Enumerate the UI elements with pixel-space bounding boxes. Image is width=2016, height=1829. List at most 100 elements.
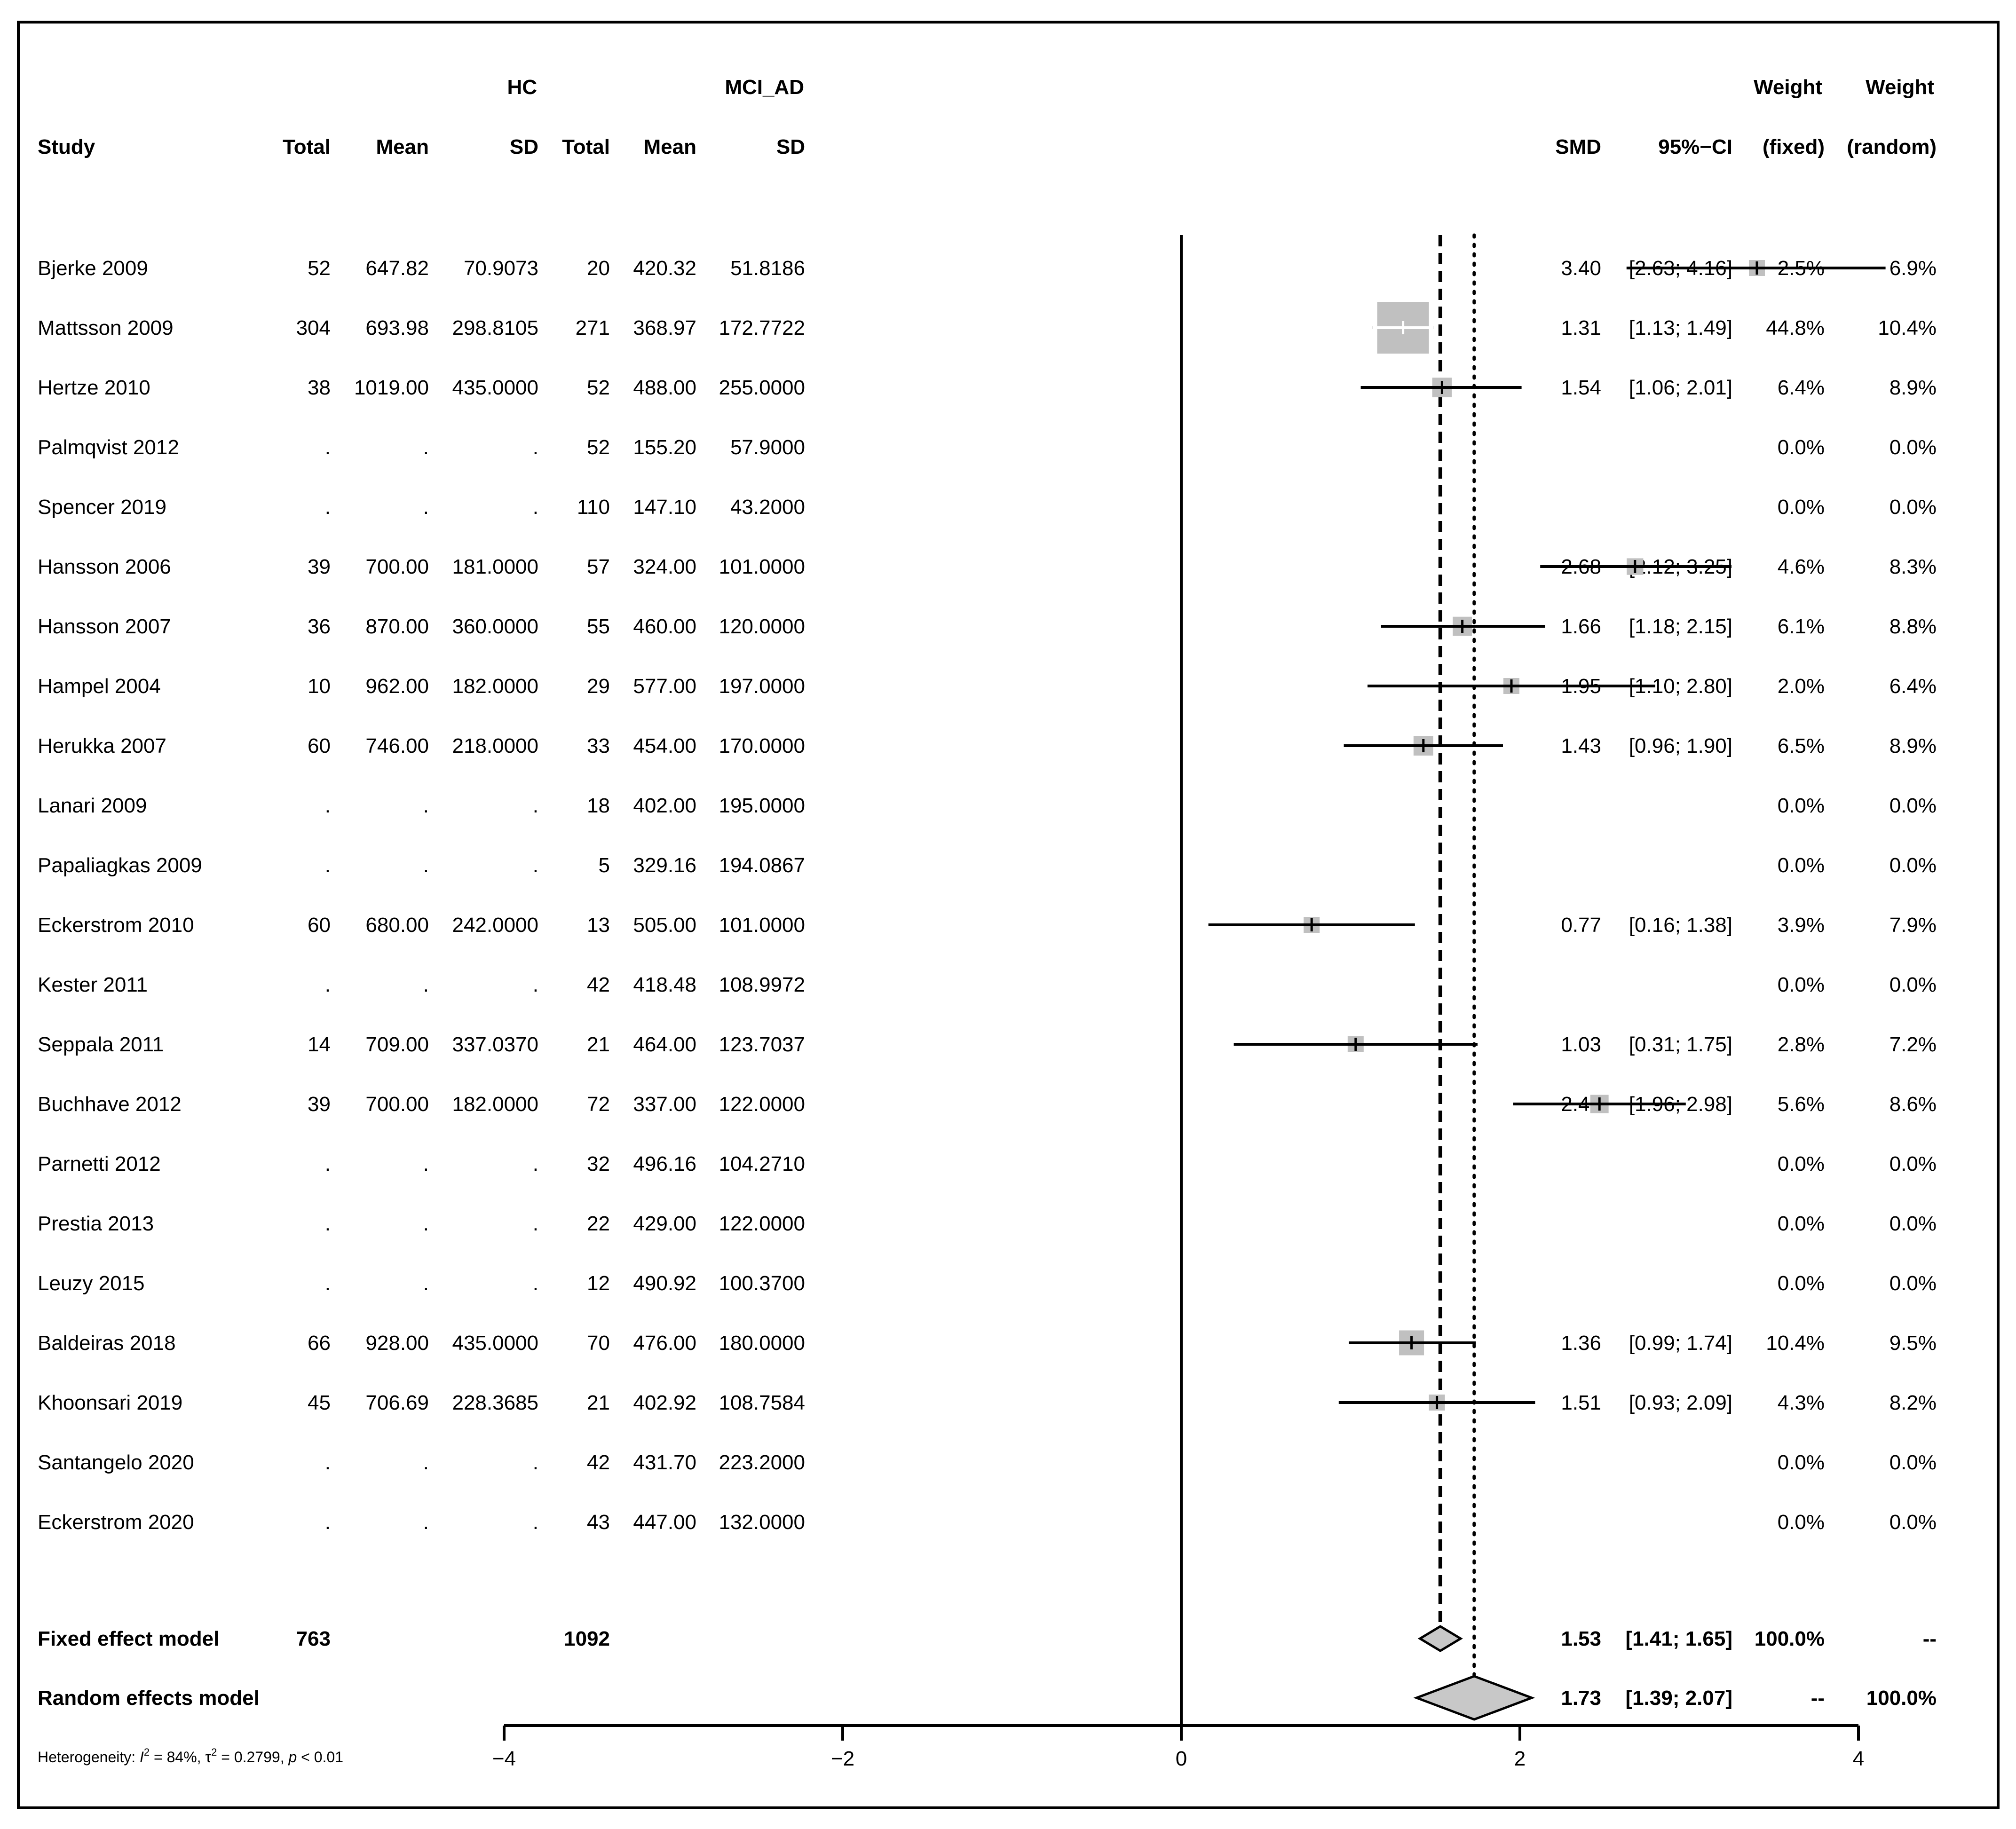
cell-sd1: . xyxy=(533,794,538,817)
cell-mean2: 418.48 xyxy=(633,973,696,996)
cell-sd1: 360.0000 xyxy=(452,615,538,638)
cell-sd2: 122.0000 xyxy=(719,1093,805,1116)
het-p-symbol: p xyxy=(288,1749,297,1766)
study-name: Spencer 2019 xyxy=(38,496,166,519)
cell-total2: 70 xyxy=(587,1332,610,1355)
cell-mean2: 368.97 xyxy=(633,316,696,339)
cell-sd2: 170.0000 xyxy=(719,734,805,757)
cell-mean2: 329.16 xyxy=(633,854,696,877)
cell-mean2: 420.32 xyxy=(633,257,696,280)
cell-wfixed: 2.8% xyxy=(1778,1033,1825,1056)
het-prefix: Heterogeneity: xyxy=(38,1749,140,1766)
cell-sd2: 194.0867 xyxy=(719,854,805,877)
study-marker xyxy=(1513,1095,1686,1113)
study-marker xyxy=(1360,378,1522,397)
summary-name: Fixed effect model xyxy=(38,1627,219,1650)
header-ci: 95%−CI xyxy=(1658,135,1732,158)
cell-smd: 1.43 xyxy=(1561,734,1601,757)
study-name: Lanari 2009 xyxy=(38,794,147,817)
cell-mean2: 454.00 xyxy=(633,734,696,757)
table-row: Buchhave 2012 39 700.00 182.0000 72 337.00 122… xyxy=(38,1093,1937,1116)
study-name: Palmqvist 2012 xyxy=(38,436,179,459)
header-mean-mci: Mean xyxy=(644,135,696,158)
cell-total2: 13 xyxy=(587,914,610,937)
cell-wrandom: 0.0% xyxy=(1890,854,1937,877)
cell-total1: . xyxy=(325,794,331,817)
study-marker xyxy=(1338,1394,1535,1411)
cell-total2: 21 xyxy=(587,1391,610,1414)
het-tau2-superscript: 2 xyxy=(211,1746,217,1758)
table-row: Khoonsari 2019 45 706.69 228.3685 21 402.92 10… xyxy=(38,1391,1937,1414)
cell-sd1: . xyxy=(533,1272,538,1295)
cell-total2: 57 xyxy=(587,555,610,578)
het-tau2-value: = 0.2799, xyxy=(217,1749,288,1766)
x-tick-label: −2 xyxy=(831,1747,854,1770)
cell-wrandom: 8.3% xyxy=(1890,555,1937,578)
cell-total1: 60 xyxy=(308,734,331,757)
study-name: Eckerstrom 2010 xyxy=(38,914,194,937)
cell-total2: 5 xyxy=(599,854,610,877)
cell-total2: 42 xyxy=(587,1451,610,1474)
table-header: HC MCI_AD Weight Weight Study Total Mean… xyxy=(38,76,1937,158)
cell-smd: 1.51 xyxy=(1561,1391,1601,1414)
cell-mean1: 700.00 xyxy=(365,1093,429,1116)
study-name: Khoonsari 2019 xyxy=(38,1391,182,1414)
cell-total2: 20 xyxy=(587,257,610,280)
cell-sd1: . xyxy=(533,1511,538,1534)
cell-total1: 304 xyxy=(296,316,331,339)
cell-smd: 1.36 xyxy=(1561,1332,1601,1355)
study-marker xyxy=(1381,616,1545,636)
table-row: Bjerke 2009 52 647.82 70.9073 20 420.32 51.818… xyxy=(38,257,1937,280)
cell-sd2: 223.2000 xyxy=(719,1451,805,1474)
cell-total1: 10 xyxy=(308,675,331,698)
cell-sd2: 120.0000 xyxy=(719,615,805,638)
table-row: Hansson 2007 36 870.00 360.0000 55 460.00 120.… xyxy=(38,615,1937,638)
cell-total1: . xyxy=(325,1451,331,1474)
cell-mean2: 429.00 xyxy=(633,1212,696,1235)
cell-sd1: 218.0000 xyxy=(452,734,538,757)
table-row: Leuzy 2015... 12 490.92 100.3700 0.0% 0.0% xyxy=(38,1272,1937,1295)
cell-mean1: . xyxy=(423,1212,429,1235)
study-marker xyxy=(1344,736,1503,756)
study-marker xyxy=(1233,1036,1478,1052)
summary-ci: [1.39; 2.07] xyxy=(1626,1687,1732,1710)
summary-smd: 1.73 xyxy=(1561,1687,1601,1710)
cell-ci: [0.16; 1.38] xyxy=(1629,914,1732,937)
cell-total1: . xyxy=(325,1212,331,1235)
cell-sd2: 51.8186 xyxy=(730,257,805,280)
cell-mean2: 505.00 xyxy=(633,914,696,937)
cell-total1: 14 xyxy=(308,1033,331,1056)
cell-wrandom: 8.8% xyxy=(1890,615,1937,638)
cell-mean1: . xyxy=(423,496,429,519)
cell-sd1: 182.0000 xyxy=(452,675,538,698)
study-name: Eckerstrom 2020 xyxy=(38,1511,194,1534)
summary-total2: 1092 xyxy=(564,1627,610,1650)
cell-smd: 1.31 xyxy=(1561,316,1601,339)
study-name: Hampel 2004 xyxy=(38,675,161,698)
cell-sd1: . xyxy=(533,1212,538,1235)
cell-mean2: 431.70 xyxy=(633,1451,696,1474)
cell-wfixed: 0.0% xyxy=(1778,1212,1825,1235)
cell-total1: . xyxy=(325,1511,331,1534)
cell-total2: 52 xyxy=(587,436,610,459)
cell-wfixed: 4.6% xyxy=(1778,555,1825,578)
summary-ci: [1.41; 1.65] xyxy=(1626,1627,1732,1650)
cell-mean2: 155.20 xyxy=(633,436,696,459)
cell-wfixed: 6.5% xyxy=(1778,734,1825,757)
cell-wrandom: 8.2% xyxy=(1890,1391,1937,1414)
cell-wrandom: 10.4% xyxy=(1878,316,1937,339)
cell-total1: . xyxy=(325,1272,331,1295)
cell-total2: 43 xyxy=(587,1511,610,1534)
cell-ci: [1.06; 2.01] xyxy=(1629,376,1732,399)
plot-area: −4 −2 0 2 4 xyxy=(492,233,1886,1770)
cell-mean2: 488.00 xyxy=(633,376,696,399)
header-sd-hc: SD xyxy=(510,135,538,158)
cell-sd1: . xyxy=(533,436,538,459)
cell-sd2: 132.0000 xyxy=(719,1511,805,1534)
cell-ci: [0.31; 1.75] xyxy=(1629,1033,1732,1056)
cell-mean1: 928.00 xyxy=(365,1332,429,1355)
cell-total1: 66 xyxy=(308,1332,331,1355)
cell-total2: 110 xyxy=(577,496,610,519)
figure-frame xyxy=(17,21,2000,1809)
